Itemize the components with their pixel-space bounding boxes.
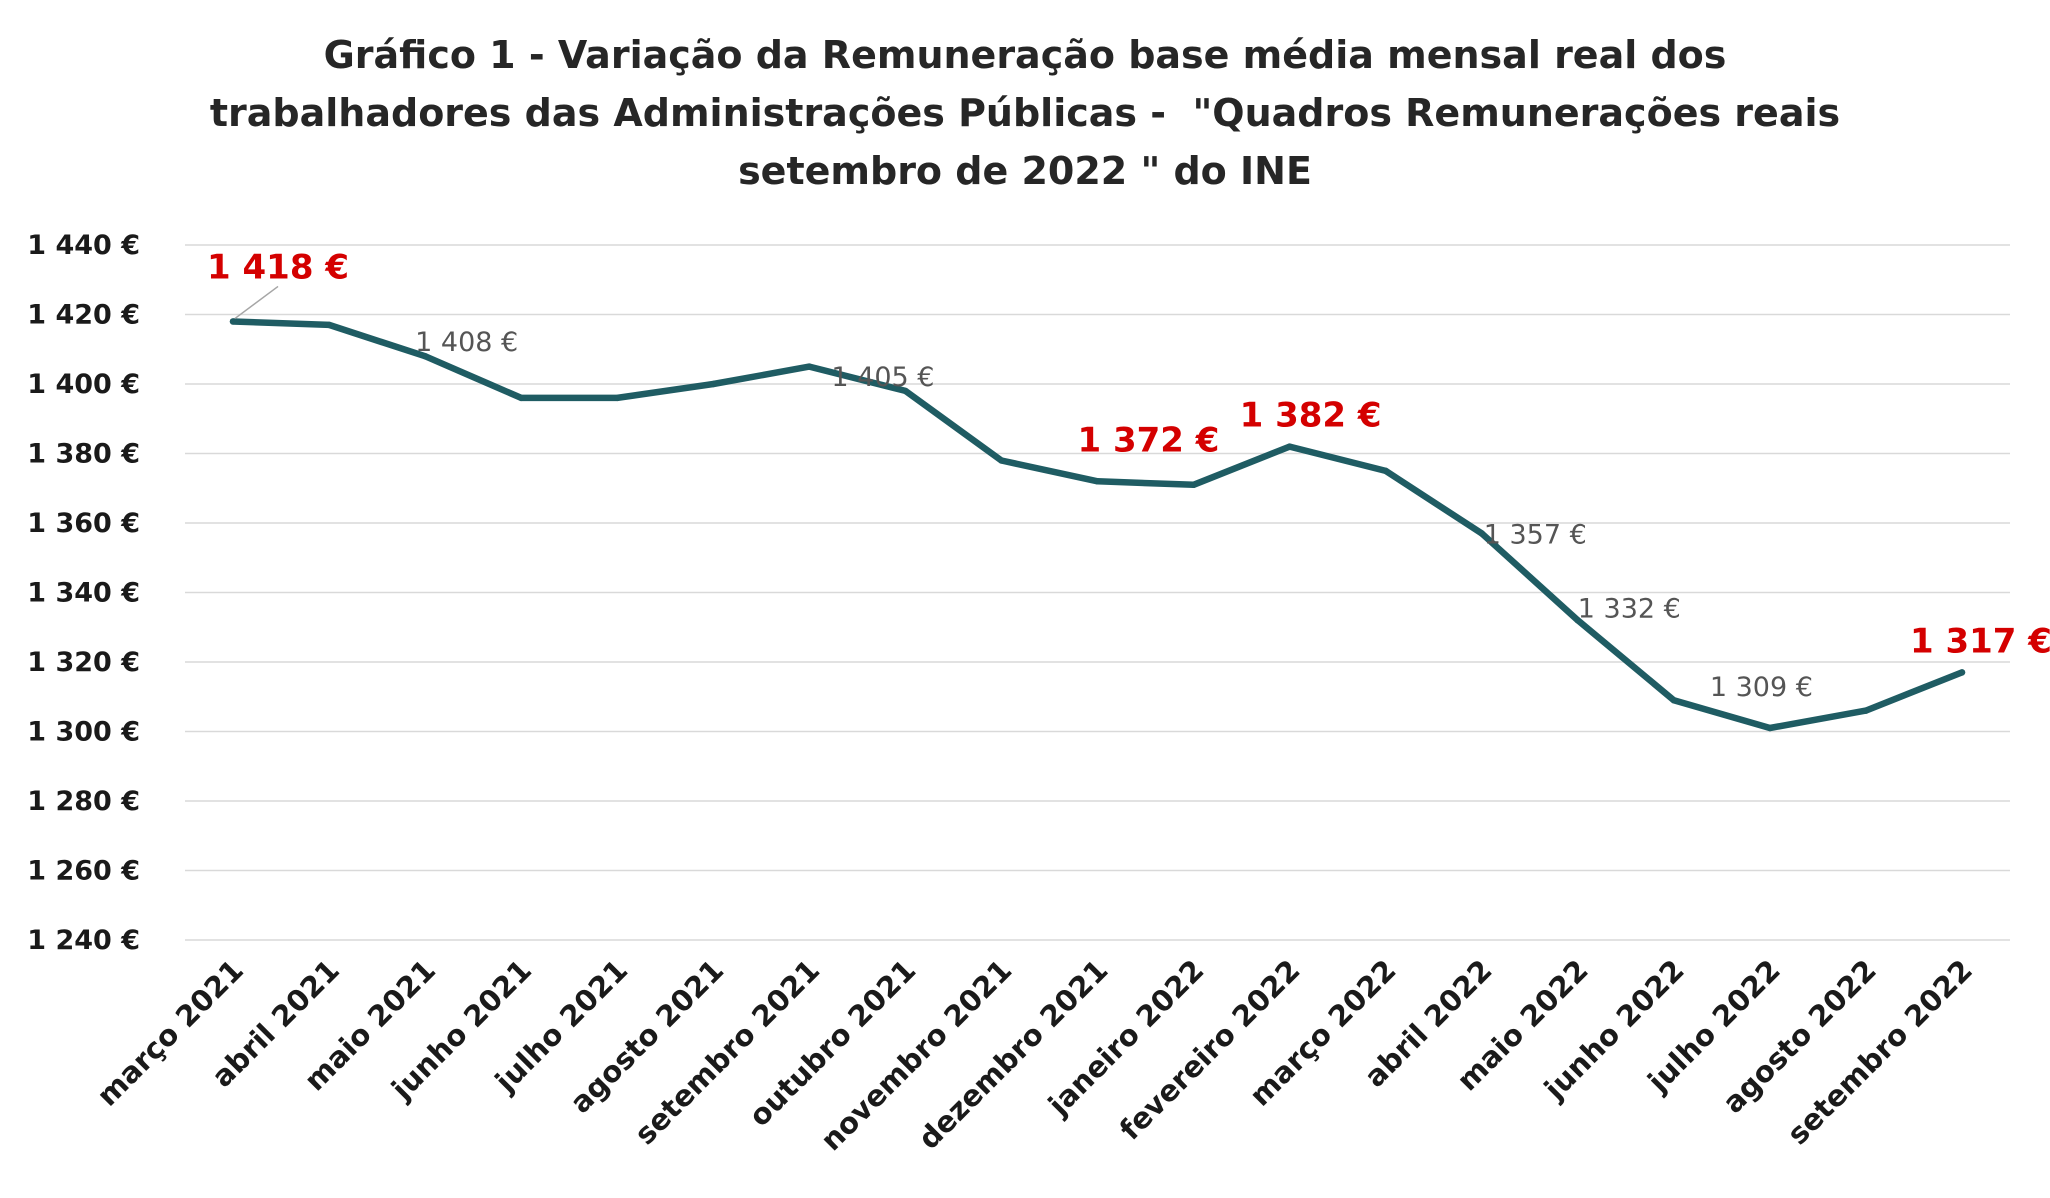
data-point <box>1574 617 1581 624</box>
y-tick-label: 1 400 € <box>27 369 140 400</box>
y-tick-label: 1 380 € <box>27 439 140 470</box>
data-point <box>325 321 333 329</box>
y-tick-label: 1 340 € <box>27 578 140 609</box>
series-line-group <box>229 318 1966 732</box>
data-point <box>1478 530 1485 537</box>
data-point <box>614 394 621 402</box>
x-tick-label: outubro 2021 <box>742 953 922 1133</box>
y-tick-label: 1 320 € <box>27 647 140 678</box>
data-label: 1 382 € <box>1240 396 1382 436</box>
data-labels: 1 418 € 1 408 € 1 405 € 1 372 € 1 382 € 1 357… <box>207 247 2050 703</box>
data-point <box>1094 478 1101 485</box>
data-point <box>1670 697 1678 704</box>
chart-title-line-2: trabalhadores das Administrações Pública… <box>209 91 1841 135</box>
data-point <box>421 353 429 360</box>
data-label-leader-line <box>234 285 279 320</box>
data-point <box>517 394 525 402</box>
y-axis-tick-labels: 1 240 € 1 260 € 1 280 € 1 300 € 1 320 € 1 340… <box>27 230 140 956</box>
data-point <box>1958 669 1966 676</box>
data-point <box>902 387 909 395</box>
x-tick-label: fevereiro 2022 <box>1113 953 1307 1147</box>
chart-title-line-3: setembro de 2022 " do INE <box>738 149 1312 193</box>
y-tick-label: 1 240 € <box>27 925 140 956</box>
data-label: 1 418 € <box>207 247 349 287</box>
chart-title: Gráfico 1 - Variação da Remuneração base… <box>0 26 2050 200</box>
data-point <box>1862 707 1870 714</box>
data-point <box>1190 481 1197 488</box>
data-point <box>229 318 237 325</box>
data-label: 1 332 € <box>1578 593 1681 624</box>
data-label: 1 317 € <box>1910 621 2050 661</box>
y-tick-label: 1 280 € <box>27 786 140 817</box>
data-point <box>998 457 1005 464</box>
data-label: 1 408 € <box>415 327 518 358</box>
x-tick-label: setembro 2021 <box>628 953 826 1151</box>
y-tick-label: 1 260 € <box>27 856 140 887</box>
y-tick-label: 1 300 € <box>27 717 140 748</box>
y-tick-label: 1 360 € <box>27 508 140 539</box>
data-point <box>1766 724 1774 732</box>
data-point <box>710 380 717 388</box>
y-tick-label: 1 420 € <box>27 300 140 331</box>
y-tick-label: 1 440 € <box>27 230 140 261</box>
data-point <box>1382 467 1389 475</box>
series-line <box>229 318 1966 732</box>
data-point <box>1286 443 1293 450</box>
data-label: 1 405 € <box>831 362 934 393</box>
chart-title-line-1: Gráfico 1 - Variação da Remuneração base… <box>323 33 1727 77</box>
data-label: 1 309 € <box>1710 672 1813 703</box>
data-label: 1 357 € <box>1484 519 1587 550</box>
data-point <box>806 363 813 370</box>
data-label: 1 372 € <box>1078 420 1220 460</box>
x-tick-label: setembro 2022 <box>1781 953 1979 1151</box>
